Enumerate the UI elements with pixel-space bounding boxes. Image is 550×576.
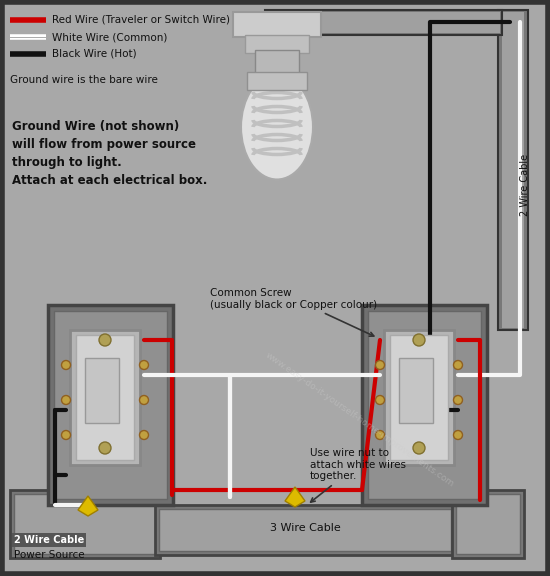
Text: Use wire nut to
attach white wires
together.: Use wire nut to attach white wires toget… bbox=[310, 448, 406, 502]
Circle shape bbox=[413, 334, 425, 346]
Circle shape bbox=[62, 396, 70, 404]
Bar bbox=[85, 358, 119, 423]
Bar bbox=[452, 490, 524, 558]
Circle shape bbox=[140, 361, 148, 369]
Bar bbox=[362, 305, 487, 505]
Circle shape bbox=[413, 442, 425, 454]
Circle shape bbox=[140, 396, 148, 404]
Bar bbox=[245, 35, 309, 53]
Bar bbox=[390, 335, 448, 460]
Circle shape bbox=[99, 334, 111, 346]
Circle shape bbox=[376, 396, 384, 404]
Circle shape bbox=[454, 361, 463, 369]
Text: 2 Wire Cable: 2 Wire Cable bbox=[520, 154, 530, 216]
Circle shape bbox=[454, 430, 463, 439]
Bar bbox=[498, 10, 528, 330]
Bar bbox=[255, 50, 299, 75]
Text: Ground wire is the bare wire: Ground wire is the bare wire bbox=[10, 75, 158, 85]
Circle shape bbox=[454, 396, 463, 404]
Polygon shape bbox=[78, 496, 98, 516]
Bar bbox=[265, 10, 502, 35]
Circle shape bbox=[376, 430, 384, 439]
Text: Red Wire (Traveler or Switch Wire): Red Wire (Traveler or Switch Wire) bbox=[52, 15, 230, 25]
Text: Common Screw
(usually black or Copper colour): Common Screw (usually black or Copper co… bbox=[210, 288, 377, 336]
Bar bbox=[14, 494, 156, 554]
Bar bbox=[76, 335, 134, 460]
Text: through to light.: through to light. bbox=[12, 156, 122, 169]
Text: Ground Wire (not shown): Ground Wire (not shown) bbox=[12, 120, 179, 133]
Circle shape bbox=[62, 361, 70, 369]
Text: Black Wire (Hot): Black Wire (Hot) bbox=[52, 49, 136, 59]
Text: www.easy-do-it-yourself-home-improvements.com: www.easy-do-it-yourself-home-improvement… bbox=[264, 351, 456, 489]
Polygon shape bbox=[285, 487, 305, 507]
Circle shape bbox=[140, 430, 148, 439]
Bar bbox=[384, 330, 454, 465]
Bar bbox=[70, 330, 140, 465]
Bar bbox=[233, 12, 321, 37]
Bar bbox=[502, 12, 524, 328]
Bar bbox=[399, 358, 433, 423]
Bar bbox=[267, 12, 500, 33]
Bar bbox=[155, 505, 455, 555]
Text: 2 Wire Cable: 2 Wire Cable bbox=[14, 535, 84, 545]
Circle shape bbox=[99, 442, 111, 454]
Bar bbox=[48, 305, 173, 505]
Bar bbox=[10, 490, 160, 558]
Text: White Wire (Common): White Wire (Common) bbox=[52, 32, 167, 42]
Text: Attach at each electrical box.: Attach at each electrical box. bbox=[12, 174, 207, 187]
Bar bbox=[247, 72, 307, 90]
Bar bbox=[159, 509, 451, 551]
Text: Power Source: Power Source bbox=[14, 550, 85, 560]
Bar bbox=[368, 311, 481, 499]
Text: will flow from power source: will flow from power source bbox=[12, 138, 196, 151]
Bar bbox=[456, 494, 520, 554]
Circle shape bbox=[62, 430, 70, 439]
Text: 3 Wire Cable: 3 Wire Cable bbox=[270, 523, 340, 533]
Circle shape bbox=[376, 361, 384, 369]
Ellipse shape bbox=[241, 74, 313, 180]
Bar bbox=[54, 311, 167, 499]
